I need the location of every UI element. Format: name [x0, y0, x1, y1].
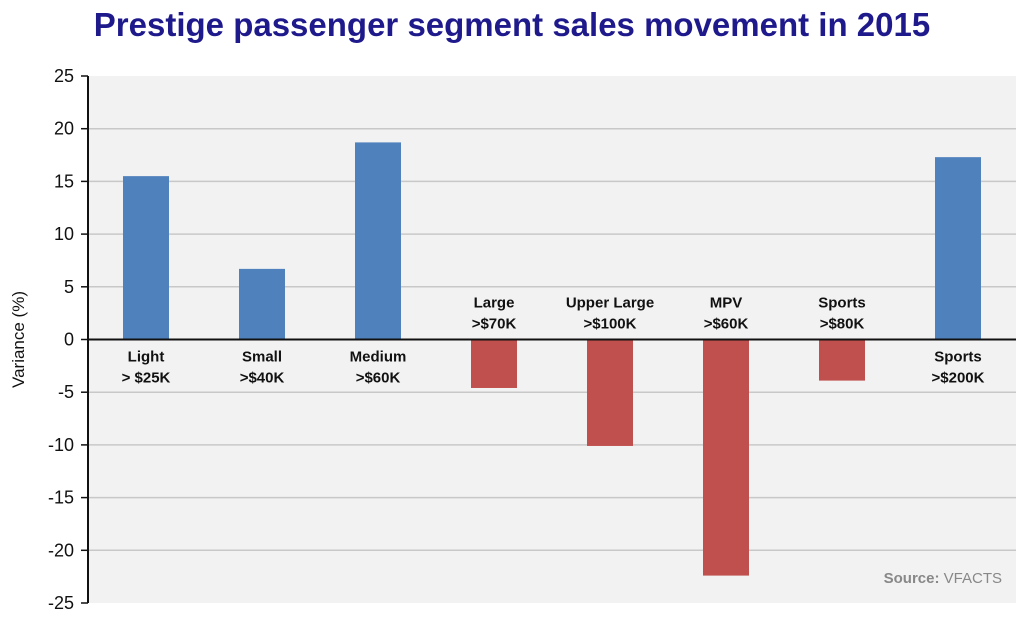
- category-label: Medium: [350, 349, 407, 366]
- category-label: >$70K: [472, 316, 517, 333]
- bar: [355, 142, 401, 340]
- category-label: >$200K: [932, 370, 985, 387]
- y-tick-label: 0: [64, 330, 74, 350]
- bar: [471, 339, 517, 388]
- chart-title: Prestige passenger segment sales movemen…: [93, 6, 931, 43]
- bar: [935, 157, 981, 340]
- category-label: Sports: [818, 295, 866, 312]
- category-label: Sports: [934, 349, 982, 366]
- y-tick-label: -5: [58, 382, 74, 402]
- source-value: VFACTS: [944, 570, 1002, 587]
- category-label: Light: [128, 349, 165, 366]
- category-label: >$100K: [584, 316, 637, 333]
- category-label: MPV: [710, 295, 743, 312]
- grid-lines: [81, 75, 1016, 604]
- category-label: Large: [474, 295, 515, 312]
- bar: [123, 176, 169, 340]
- y-axis-label: Variance (%): [9, 291, 28, 388]
- y-tick-label: 10: [54, 224, 74, 244]
- bars: [123, 142, 981, 576]
- y-tick-label: 25: [54, 66, 74, 86]
- y-tick-label: -25: [48, 593, 74, 613]
- category-labels: Light > $25K Small >$40K Medium >$60K Large >$7…: [122, 295, 985, 387]
- category-label: > $25K: [122, 370, 171, 387]
- y-tick-label: -20: [48, 540, 74, 560]
- y-tick-labels: 25 20 15 10 5 0 -5 -10 -15 -20 -25: [48, 66, 74, 613]
- bar: [239, 268, 285, 340]
- category-label: >$80K: [820, 316, 865, 333]
- y-tick-label: 15: [54, 171, 74, 191]
- y-tick-label: -10: [48, 435, 74, 455]
- source-note: Source: VFACTS: [884, 570, 1002, 587]
- y-tick-label: -15: [48, 488, 74, 508]
- bar: [587, 339, 633, 446]
- category-label: >$60K: [704, 316, 749, 333]
- y-tick-label: 5: [64, 277, 74, 297]
- category-label: Small: [242, 349, 282, 366]
- bar: [819, 339, 865, 381]
- category-label: >$60K: [356, 370, 401, 387]
- category-label: >$40K: [240, 370, 285, 387]
- source-label: Source:: [884, 570, 940, 587]
- bar: [703, 339, 749, 576]
- y-tick-label: 20: [54, 119, 74, 139]
- category-label: Upper Large: [566, 295, 654, 312]
